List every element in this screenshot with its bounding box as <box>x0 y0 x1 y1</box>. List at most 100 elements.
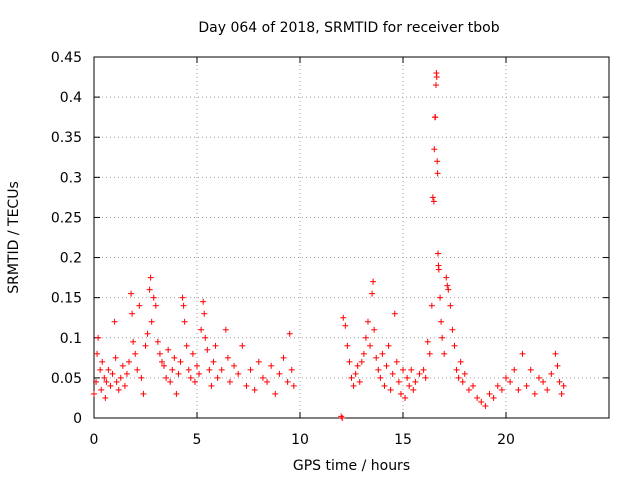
data-point <box>420 366 427 373</box>
data-point <box>432 114 439 121</box>
y-tick-label: 0.25 <box>51 210 82 226</box>
data-point <box>383 362 390 369</box>
data-point <box>424 338 431 345</box>
data-point <box>218 366 225 373</box>
data-point <box>123 370 130 377</box>
data-point <box>437 294 444 301</box>
axis-ticks <box>93 56 609 419</box>
data-point <box>121 382 128 389</box>
data-point <box>426 350 433 357</box>
data-point <box>175 370 182 377</box>
data-point <box>360 350 367 357</box>
data-point <box>105 366 112 373</box>
data-point <box>152 302 159 309</box>
data-point <box>340 314 347 321</box>
data-point <box>132 350 139 357</box>
data-point <box>402 394 409 401</box>
data-point <box>142 342 149 349</box>
data-point <box>445 286 452 293</box>
data-point <box>457 358 464 365</box>
data-point <box>352 370 359 377</box>
data-point <box>412 378 419 385</box>
data-point <box>434 170 441 177</box>
data-point <box>98 386 105 393</box>
data-point <box>109 370 116 377</box>
data-point <box>224 354 231 361</box>
data-point <box>544 386 551 393</box>
data-point <box>560 382 567 389</box>
data-point <box>391 310 398 317</box>
data-point <box>102 394 109 401</box>
data-point <box>344 342 351 349</box>
y-tick-label: 0.15 <box>51 291 82 307</box>
data-point <box>146 286 153 293</box>
data-point <box>535 374 542 381</box>
data-point <box>180 302 187 309</box>
data-point <box>101 374 108 381</box>
data-point <box>268 362 275 369</box>
data-point <box>97 366 104 373</box>
data-point <box>144 330 151 337</box>
data-point <box>498 386 505 393</box>
data-point <box>138 374 145 381</box>
data-point <box>346 358 353 365</box>
data-point <box>379 350 386 357</box>
data-point <box>404 374 411 381</box>
data-point <box>107 382 114 389</box>
data-point <box>284 378 291 385</box>
y-tick-label: 0.35 <box>51 130 82 146</box>
data-point <box>406 382 413 389</box>
y-tick-label: 0.05 <box>51 371 82 387</box>
data-point <box>342 322 349 329</box>
data-point <box>453 366 460 373</box>
data-point <box>128 290 135 297</box>
data-point <box>161 362 168 369</box>
data-point <box>438 318 445 325</box>
data-point <box>554 362 561 369</box>
data-point <box>523 382 530 389</box>
data-point <box>433 74 440 81</box>
data-point <box>185 366 192 373</box>
data-point <box>408 366 415 373</box>
data-point <box>465 386 472 393</box>
data-point <box>276 370 283 377</box>
data-point <box>247 366 254 373</box>
data-point <box>430 198 437 205</box>
data-point <box>474 394 481 401</box>
data-point <box>136 302 143 309</box>
data-point <box>358 358 365 365</box>
data-point <box>449 326 456 333</box>
grid <box>94 57 609 418</box>
data-point <box>348 374 355 381</box>
data-point <box>356 378 363 385</box>
data-point <box>367 342 374 349</box>
data-point <box>548 370 555 377</box>
data-point <box>251 386 258 393</box>
data-point <box>507 378 514 385</box>
data-point <box>288 366 295 373</box>
data-point <box>167 378 174 385</box>
data-point <box>389 370 396 377</box>
data-point <box>556 378 563 385</box>
data-point <box>148 318 155 325</box>
data-point <box>385 342 392 349</box>
data-point <box>158 358 165 365</box>
data-point <box>95 334 102 341</box>
data-point <box>204 346 211 353</box>
data-point <box>163 374 170 381</box>
data-point <box>222 326 229 333</box>
data-point <box>444 282 451 289</box>
data-point <box>210 358 217 365</box>
data-point <box>451 342 458 349</box>
data-point <box>459 378 466 385</box>
data-point <box>259 374 266 381</box>
x-tick-label: 0 <box>90 432 99 448</box>
data-point <box>196 370 203 377</box>
data-point <box>375 366 382 373</box>
data-point <box>111 318 118 325</box>
data-point <box>99 358 106 365</box>
data-point <box>130 338 137 345</box>
data-point <box>527 366 534 373</box>
data-point <box>255 358 262 365</box>
